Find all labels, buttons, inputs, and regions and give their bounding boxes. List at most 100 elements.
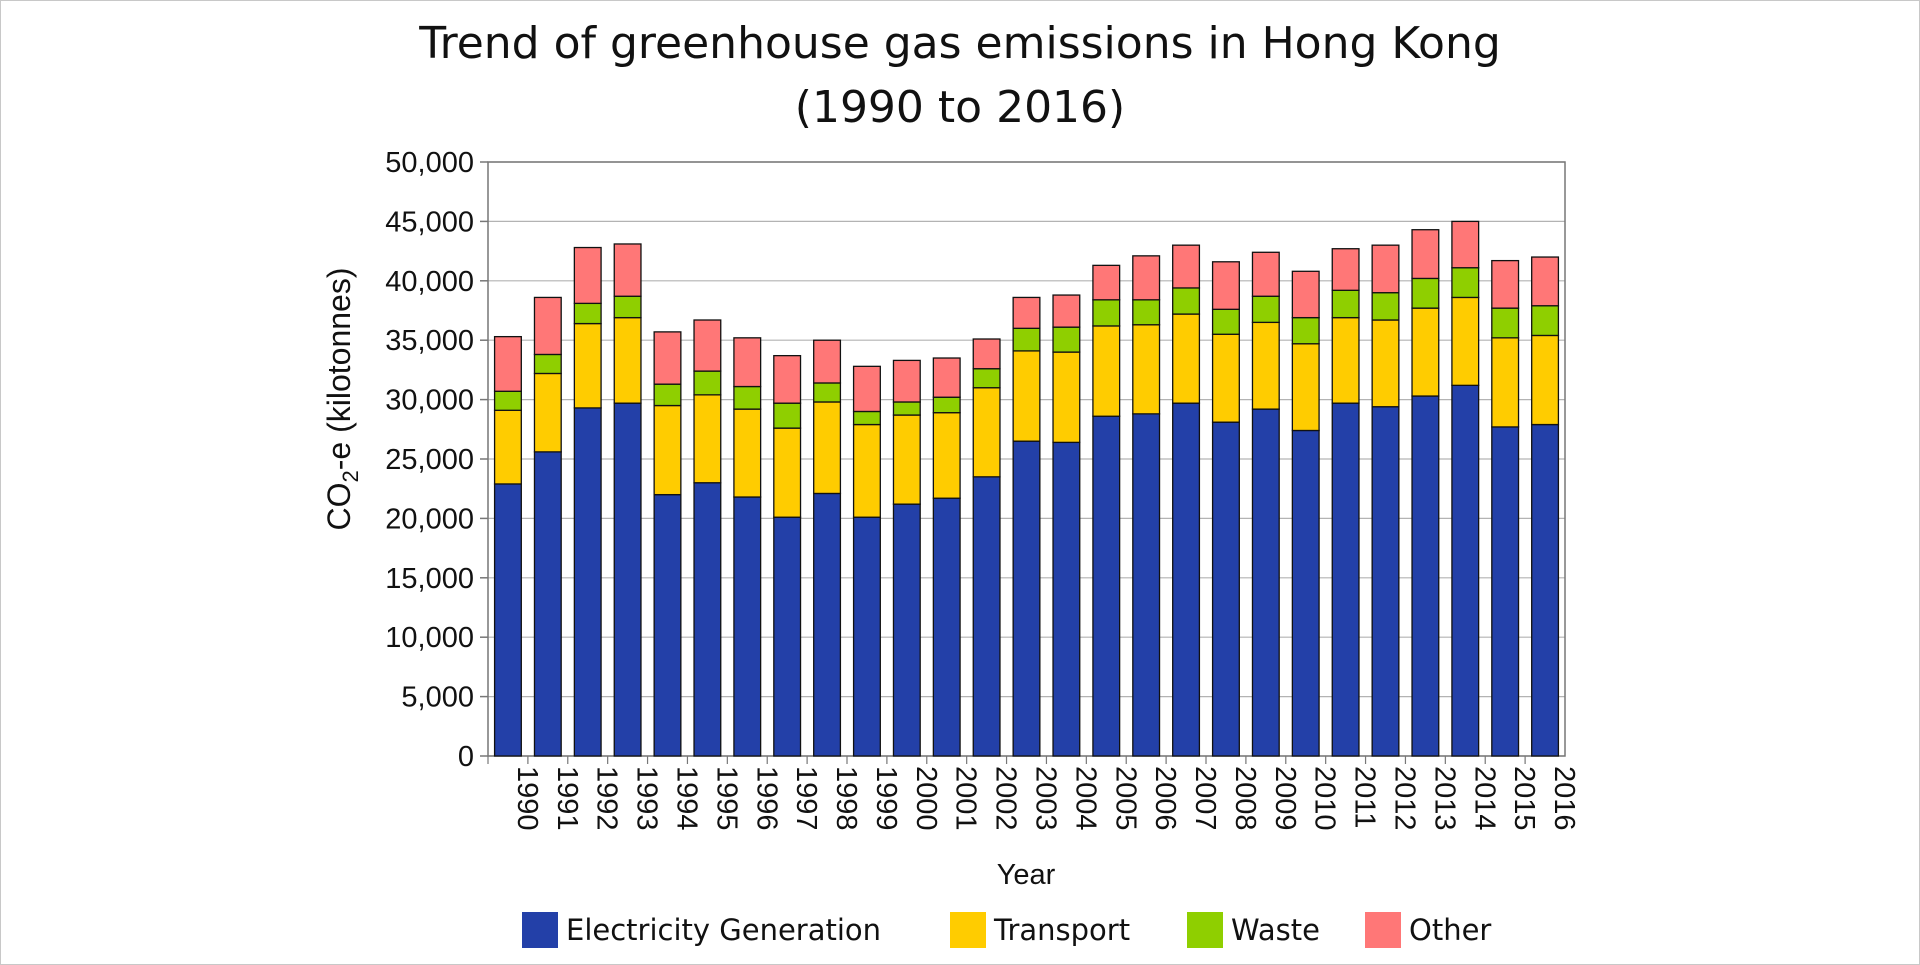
- bar-segment-waste: [813, 382, 842, 403]
- legend-swatch-transport: [950, 912, 986, 948]
- x-tick-label: 1993: [631, 766, 663, 831]
- bar-segment-transport: [533, 372, 562, 453]
- y-axis-label-subscript: 2: [338, 470, 363, 482]
- legend-item-waste: Waste: [1187, 908, 1320, 952]
- x-tick-label: 1995: [710, 766, 742, 831]
- bar-segment-electricity-generation: [493, 483, 522, 757]
- legend-item-electricity: Electricity Generation: [522, 908, 881, 952]
- bar-segment-transport: [1052, 351, 1081, 444]
- bar-segment-waste: [1291, 316, 1320, 345]
- bar-segment-other: [1491, 259, 1520, 309]
- y-tick-label: 20,000: [385, 503, 474, 535]
- bar-segment-electricity-generation: [773, 516, 802, 757]
- x-tick-label: 2001: [950, 766, 982, 831]
- bar-segment-transport: [773, 427, 802, 518]
- bar-segment-transport: [653, 404, 682, 496]
- y-tick-label: 0: [458, 741, 474, 773]
- legend-swatch-other: [1365, 912, 1401, 948]
- x-tick-label: 2010: [1309, 766, 1341, 831]
- bar-segment-waste: [1531, 305, 1560, 337]
- y-tick-label: 10,000: [385, 622, 474, 654]
- bar-segment-transport: [1012, 350, 1041, 442]
- bar-segment-transport: [852, 423, 881, 518]
- bar-segment-electricity-generation: [1012, 440, 1041, 757]
- legend-swatch-waste: [1187, 912, 1223, 948]
- legend-item-other: Other: [1365, 908, 1491, 952]
- bar-segment-transport: [1211, 333, 1240, 423]
- bar-segment-waste: [693, 370, 722, 396]
- bar-segment-electricity-generation: [972, 476, 1001, 757]
- bar-segment-transport: [573, 322, 602, 409]
- bar-segment-electricity-generation: [1371, 406, 1400, 757]
- x-tick-label: 2009: [1269, 766, 1301, 831]
- bar-segment-other: [693, 319, 722, 372]
- y-axis-ticks: 0 5,000 10,000 15,000 20,000 25,000 30,000 35,0…: [385, 147, 488, 773]
- bar-segment-electricity-generation: [573, 407, 602, 757]
- bar-segment-transport: [1251, 321, 1280, 410]
- bar-segment-transport: [493, 409, 522, 485]
- y-axis-label-main: CO: [321, 483, 357, 531]
- legend-swatch-electricity: [522, 912, 558, 948]
- bar-segment-electricity-generation: [1132, 413, 1161, 757]
- x-tick-label: 1999: [870, 766, 902, 831]
- y-tick-label: 15,000: [385, 563, 474, 595]
- bar-segment-transport: [613, 316, 642, 404]
- bar-segment-electricity-generation: [693, 482, 722, 757]
- x-tick-label: 1994: [671, 766, 703, 831]
- x-tick-label: 2013: [1428, 766, 1460, 831]
- bar-segment-waste: [1052, 326, 1081, 353]
- bar-segment-other: [773, 354, 802, 404]
- bar-segment-waste: [613, 295, 642, 319]
- bar-segment-electricity-generation: [1211, 421, 1240, 757]
- bar-segment-other: [852, 365, 881, 413]
- bar-segment-electricity-generation: [1531, 423, 1560, 757]
- bar-segment-electricity-generation: [1092, 415, 1121, 757]
- x-tick-label: 1998: [830, 766, 862, 831]
- bar-segment-waste: [1491, 307, 1520, 339]
- bar-segment-other: [1211, 261, 1240, 310]
- bar-segment-transport: [892, 414, 921, 505]
- bar-segment-waste: [1211, 308, 1240, 335]
- bar-segment-electricity-generation: [932, 497, 961, 757]
- bar-segment-transport: [1491, 337, 1520, 428]
- bar-segment-transport: [1451, 296, 1480, 386]
- y-tick-label: 5,000: [401, 682, 474, 714]
- bar-segment-waste: [972, 368, 1001, 389]
- bar-segment-waste: [733, 385, 762, 410]
- x-tick-label: 2002: [990, 766, 1022, 831]
- bar-segment-electricity-generation: [892, 503, 921, 757]
- bar-segment-waste: [1132, 299, 1161, 326]
- y-tick-label: 50,000: [385, 147, 474, 179]
- bar-segment-electricity-generation: [813, 492, 842, 757]
- bar-segment-waste: [1251, 295, 1280, 324]
- bar-segment-other: [1371, 244, 1400, 294]
- x-tick-label: 2012: [1389, 766, 1421, 831]
- bar-segment-other: [1411, 229, 1440, 280]
- x-tick-label: 2007: [1189, 766, 1221, 831]
- bar-segment-transport: [693, 394, 722, 484]
- bar-segment-transport: [932, 412, 961, 499]
- bar-segment-transport: [1331, 316, 1360, 404]
- bar-segment-transport: [1531, 334, 1560, 426]
- chart-title: Trend of greenhouse gas emissions in Hon…: [419, 18, 1501, 69]
- bar-segment-other: [1331, 248, 1360, 291]
- bar-segment-transport: [972, 387, 1001, 478]
- y-tick-label: 45,000: [385, 206, 474, 238]
- bar-segment-electricity-generation: [653, 493, 682, 757]
- bar-segment-transport: [1411, 307, 1440, 397]
- x-tick-label: 1991: [551, 766, 583, 831]
- bar-segment-electricity-generation: [533, 451, 562, 757]
- x-tick-label: 1997: [790, 766, 822, 831]
- y-tick-label: 30,000: [385, 385, 474, 417]
- bar-segment-waste: [1411, 277, 1440, 309]
- bar-segment-electricity-generation: [1052, 441, 1081, 757]
- bar-segment-other: [1012, 296, 1041, 329]
- y-axis-label: CO2-e (kilotonnes): [321, 268, 363, 531]
- bar-segment-transport: [733, 408, 762, 498]
- bar-segment-electricity-generation: [1451, 384, 1480, 757]
- bar-segment-transport: [1291, 343, 1320, 432]
- x-tick-label: 2008: [1229, 766, 1261, 831]
- x-tick-label: 2000: [910, 766, 942, 831]
- bar-segment-other: [1451, 220, 1480, 269]
- bar-segment-waste: [533, 353, 562, 375]
